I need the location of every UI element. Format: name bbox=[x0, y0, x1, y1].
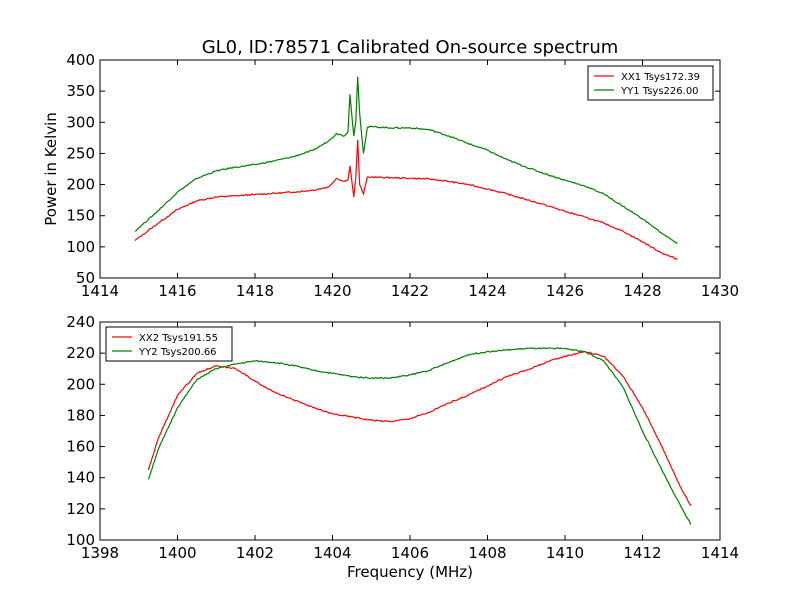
x-tick-label: 1418 bbox=[236, 282, 274, 300]
y-tick-label: 350 bbox=[66, 82, 95, 100]
x-axis-label: Frequency (MHz) bbox=[347, 563, 473, 581]
legend-label: XX1 Tsys172.39 bbox=[621, 72, 700, 83]
x-tick-label: 1398 bbox=[81, 544, 119, 562]
chart-title: GL0, ID:78571 Calibrated On-source spect… bbox=[202, 37, 619, 58]
y-tick-label: 250 bbox=[66, 144, 95, 162]
legend-label: XX2 Tsys191.55 bbox=[139, 333, 218, 344]
y-tick-label: 140 bbox=[66, 469, 95, 487]
legend-label: YY1 Tsys226.00 bbox=[620, 86, 699, 97]
x-tick-label: 1416 bbox=[158, 282, 196, 300]
legend-label: YY2 Tsys200.66 bbox=[138, 347, 217, 358]
series-line-1 bbox=[134, 139, 678, 260]
legend-box bbox=[587, 65, 714, 101]
x-tick-label: 1402 bbox=[236, 544, 274, 562]
x-tick-label: 1420 bbox=[313, 282, 351, 300]
x-tick-label: 1430 bbox=[701, 282, 739, 300]
y-tick-label: 50 bbox=[76, 269, 95, 287]
x-tick-label: 1400 bbox=[158, 544, 196, 562]
y-tick-label: 160 bbox=[66, 438, 95, 456]
x-tick-label: 1406 bbox=[391, 544, 429, 562]
y-tick-label: 220 bbox=[66, 344, 95, 362]
x-tick-label: 1414 bbox=[81, 282, 119, 300]
y-tick-label: 400 bbox=[66, 51, 95, 69]
series-line-1 bbox=[147, 350, 692, 507]
x-tick-label: 1412 bbox=[623, 544, 661, 562]
series-line-2 bbox=[147, 347, 692, 525]
y-axis-label: Power in Kelvin bbox=[42, 112, 60, 226]
y-tick-label: 180 bbox=[66, 406, 95, 424]
series-line-2 bbox=[134, 76, 678, 245]
x-tick-label: 1404 bbox=[313, 544, 351, 562]
bottom-spectrum-plot: 1398 1400 1402 1404 1406 1408 1410 1412 1414 100 1… bbox=[66, 313, 739, 581]
y-tick-label: 120 bbox=[66, 500, 95, 518]
x-tick-label: 1424 bbox=[468, 282, 506, 300]
x-tick-label: 1408 bbox=[468, 544, 506, 562]
y-tick-label: 150 bbox=[66, 207, 95, 225]
legend: XX1 Tsys172.39 YY1 Tsys226.00 bbox=[587, 65, 714, 101]
y-tick-label: 200 bbox=[66, 176, 95, 194]
y-tick-label: 200 bbox=[66, 375, 95, 393]
legend-box bbox=[105, 326, 233, 362]
y-tick-label: 100 bbox=[66, 238, 95, 256]
x-tick-label: 1414 bbox=[701, 544, 739, 562]
x-tick-label: 1422 bbox=[391, 282, 429, 300]
y-tick-label: 100 bbox=[66, 531, 95, 549]
y-tick-label: 300 bbox=[66, 113, 95, 131]
x-tick-label: 1426 bbox=[546, 282, 584, 300]
x-tick-label: 1428 bbox=[623, 282, 661, 300]
legend: XX2 Tsys191.55 YY2 Tsys200.66 bbox=[105, 326, 233, 362]
top-spectrum-plot: 1414 1416 1418 1420 1422 1424 1426 1428 1430 50 10… bbox=[42, 51, 739, 300]
y-tick-label: 240 bbox=[66, 313, 95, 331]
x-tick-label: 1410 bbox=[546, 544, 584, 562]
